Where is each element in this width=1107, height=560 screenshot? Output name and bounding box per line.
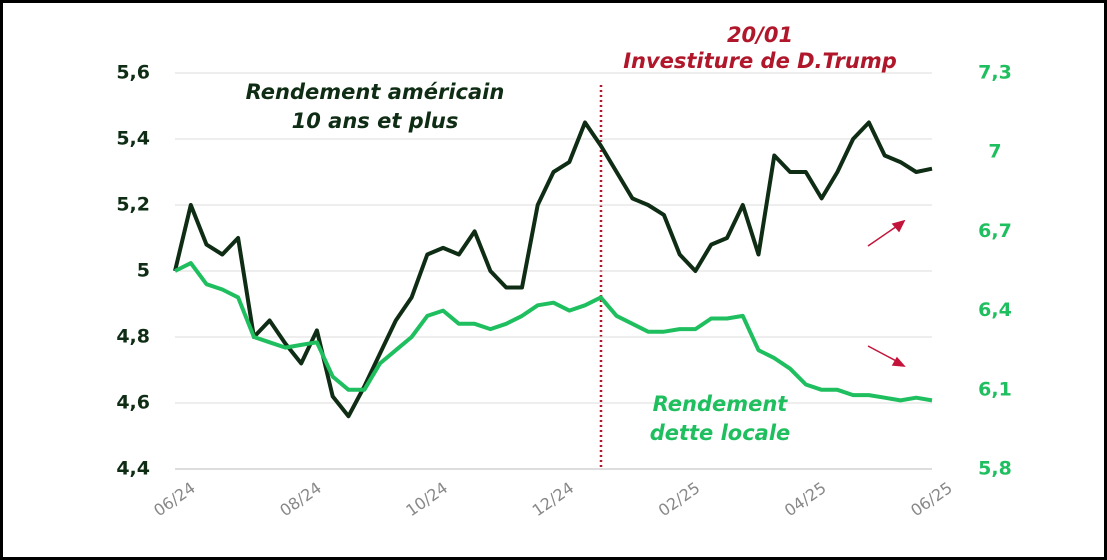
annotation: Investiture de D.Trump xyxy=(623,49,897,73)
y-tick-label: 4,6 xyxy=(116,392,150,414)
series-line xyxy=(173,120,933,419)
series-label: 10 ans et plus xyxy=(292,109,459,133)
y-tick-label: 5 xyxy=(137,260,150,282)
y-tick-label: 4,4 xyxy=(116,458,150,480)
y2-tick-label: 5,8 xyxy=(978,458,1012,480)
y2-tick-label: 6,7 xyxy=(978,220,1012,242)
y2-tick-label: 6,4 xyxy=(978,299,1012,321)
y-tick-label: 5,4 xyxy=(116,128,150,150)
y2-tick-label: 6,1 xyxy=(978,378,1012,400)
series-line xyxy=(174,261,933,403)
series-label: Rendement américain xyxy=(246,80,505,104)
series-label: Rendement xyxy=(653,392,789,416)
annotation: 20/01 xyxy=(727,23,793,47)
y2-tick-label: 7 xyxy=(988,141,1001,163)
y-tick-label: 5,6 xyxy=(116,62,150,84)
series-label: dette locale xyxy=(650,421,791,445)
y2-tick-label: 7,3 xyxy=(978,62,1012,84)
y-tick-label: 4,8 xyxy=(116,326,150,348)
arrows xyxy=(867,219,906,367)
y-tick-label: 5,2 xyxy=(116,194,150,216)
